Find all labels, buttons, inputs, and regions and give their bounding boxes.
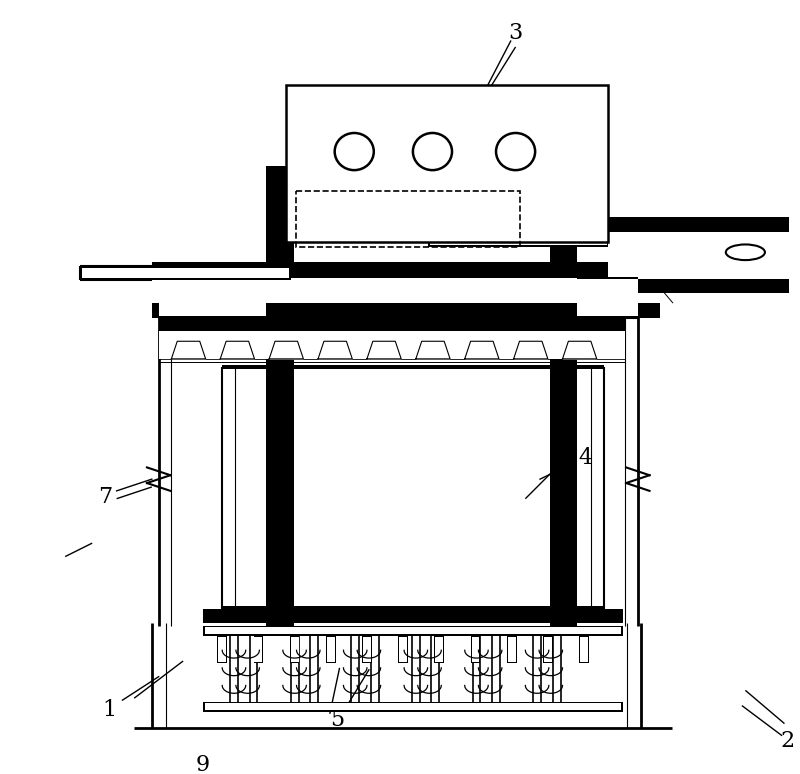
Bar <box>577 277 638 318</box>
Bar <box>580 636 588 662</box>
Bar <box>152 262 660 277</box>
Bar <box>152 262 660 311</box>
Polygon shape <box>562 341 597 359</box>
Bar <box>202 626 623 635</box>
Bar <box>152 303 660 318</box>
Bar <box>399 636 407 662</box>
Polygon shape <box>269 341 303 359</box>
Ellipse shape <box>413 133 452 170</box>
Polygon shape <box>171 341 206 359</box>
Bar <box>427 204 609 248</box>
Bar <box>202 702 623 712</box>
Bar <box>430 205 606 245</box>
Polygon shape <box>514 341 548 359</box>
Bar <box>470 635 480 663</box>
Bar <box>550 166 577 635</box>
Bar <box>326 635 336 663</box>
Text: 5: 5 <box>330 709 345 731</box>
Bar <box>82 268 289 278</box>
Bar <box>286 85 609 241</box>
Text: 1: 1 <box>102 699 117 721</box>
Bar <box>158 277 266 318</box>
Bar <box>290 636 298 662</box>
Polygon shape <box>318 341 352 359</box>
Polygon shape <box>416 341 450 359</box>
Ellipse shape <box>726 245 765 260</box>
Bar <box>398 635 408 663</box>
Bar <box>254 636 262 662</box>
Ellipse shape <box>334 133 374 170</box>
Text: 4: 4 <box>578 447 592 468</box>
Bar <box>266 166 294 635</box>
Ellipse shape <box>496 133 535 170</box>
Bar <box>158 331 625 359</box>
Bar <box>222 365 603 368</box>
Bar <box>579 635 589 663</box>
Text: 7: 7 <box>98 486 112 508</box>
Bar <box>218 636 226 662</box>
Bar <box>158 279 266 316</box>
Text: 9: 9 <box>196 754 210 774</box>
Bar <box>471 636 479 662</box>
Bar <box>544 636 552 662</box>
Bar <box>152 278 660 307</box>
Text: 3: 3 <box>509 22 522 44</box>
Polygon shape <box>220 341 254 359</box>
Bar <box>327 636 334 662</box>
Bar <box>202 609 623 623</box>
Bar <box>152 262 660 278</box>
Bar <box>543 635 553 663</box>
Polygon shape <box>367 341 401 359</box>
Bar <box>290 635 299 663</box>
Bar <box>205 627 621 634</box>
Bar <box>362 635 372 663</box>
Bar <box>434 635 444 663</box>
Polygon shape <box>465 341 499 359</box>
Bar <box>609 231 790 279</box>
Bar <box>158 318 625 331</box>
Bar <box>609 279 790 293</box>
Bar <box>205 703 621 710</box>
Bar <box>577 279 638 316</box>
Bar <box>508 636 515 662</box>
Bar <box>81 266 290 279</box>
Bar <box>506 635 517 663</box>
Bar <box>435 636 443 662</box>
Bar <box>254 635 263 663</box>
Bar <box>295 190 521 248</box>
Bar <box>609 217 790 231</box>
Bar <box>363 636 371 662</box>
Bar <box>218 635 227 663</box>
Text: 2: 2 <box>780 730 794 752</box>
Bar <box>222 606 603 618</box>
